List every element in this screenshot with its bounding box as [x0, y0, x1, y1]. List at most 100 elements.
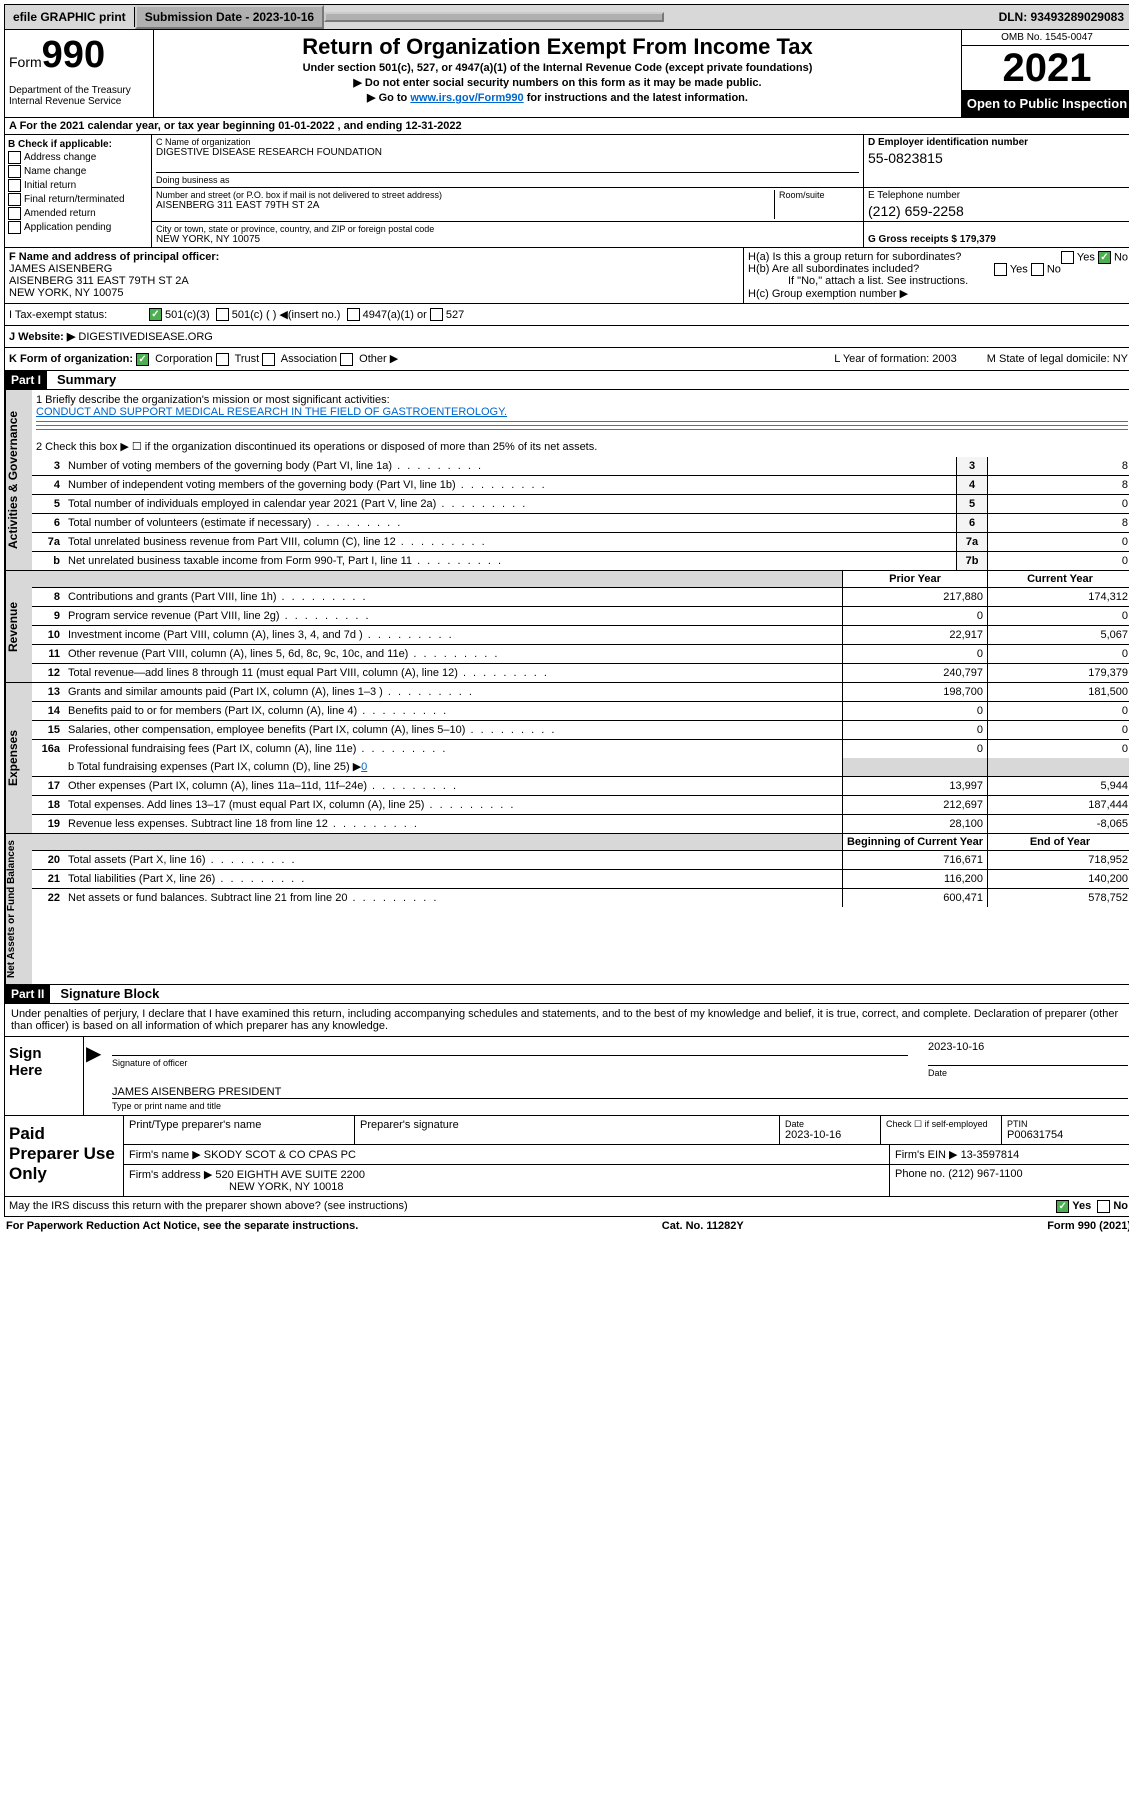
part1-header-row: Part I Summary [4, 371, 1129, 390]
revenue-line-9: 9 Program service revenue (Part VIII, li… [32, 607, 1129, 626]
column-cd: C Name of organization DIGESTIVE DISEASE… [152, 135, 1129, 247]
revenue-line-11: 11 Other revenue (Part VIII, column (A),… [32, 645, 1129, 664]
revenue-line-10: 10 Investment income (Part VIII, column … [32, 626, 1129, 645]
dba-label: Doing business as [156, 175, 859, 185]
revenue-section: Revenue Prior Year Current Year 8 Contri… [4, 571, 1129, 683]
subtitle-1: Under section 501(c), 527, or 4947(a)(1)… [160, 62, 955, 74]
expenses-body: 13 Grants and similar amounts paid (Part… [32, 683, 1129, 833]
ein-label: D Employer identification number [868, 137, 1128, 148]
officer-name-title: JAMES AISENBERG PRESIDENT [112, 1086, 281, 1098]
discuss-no-chk[interactable] [1097, 1200, 1110, 1213]
efile-label: efile GRAPHIC print [5, 7, 135, 27]
self-employed-cell: Check ☐ if self-employed [881, 1116, 1002, 1144]
form-footer: Form 990 (2021) [1047, 1220, 1129, 1232]
gross-receipts: G Gross receipts $ 179,379 [864, 222, 1129, 247]
governance-body: 1 Briefly describe the organization's mi… [32, 390, 1129, 570]
revenue-col-headers: Prior Year Current Year [32, 571, 1129, 588]
firm-addr1: 520 EIGHTH AVE SUITE 2200 [215, 1169, 365, 1181]
mission-text: CONDUCT AND SUPPORT MEDICAL RESEARCH IN … [36, 406, 1128, 418]
governance-line-3: 3 Number of voting members of the govern… [32, 457, 1129, 476]
address-box: Number and street (or P.O. box if mail i… [152, 188, 864, 221]
expenses-line-15: 15 Salaries, other compensation, employe… [32, 721, 1129, 740]
blank-button[interactable] [324, 12, 664, 22]
netassets-body: Beginning of Current Year End of Year 20… [32, 834, 1129, 984]
hb-row: H(b) Are all subordinates included? Yes … [748, 263, 1128, 275]
l16b-label: b Total fundraising expenses (Part IX, c… [68, 761, 361, 773]
sign-here-label: Sign Here [5, 1037, 84, 1115]
firm-name-row: Firm's name ▶ SKODY SCOT & CO CPAS PC Fi… [124, 1145, 1129, 1165]
governance-line-7a: 7a Total unrelated business revenue from… [32, 533, 1129, 552]
ha-row: H(a) Is this a group return for subordin… [748, 251, 1128, 263]
officer-addr1: AISENBERG 311 EAST 79TH ST 2A [9, 275, 739, 287]
expenses-line-19: 19 Revenue less expenses. Subtract line … [32, 815, 1129, 833]
part2-header-row: Part II Signature Block [4, 985, 1129, 1004]
signature-block: Under penalties of perjury, I declare th… [4, 1004, 1129, 1116]
tel-label: E Telephone number [868, 190, 1128, 201]
chk-other[interactable] [340, 353, 353, 366]
org-name: DIGESTIVE DISEASE RESEARCH FOUNDATION [156, 147, 859, 158]
part1-badge: Part I [5, 371, 47, 389]
chk-final-return[interactable]: Final return/terminated [8, 193, 148, 206]
governance-section: Activities & Governance 1 Briefly descri… [4, 390, 1129, 571]
paid-preparer-label: Paid Preparer Use Only [5, 1116, 124, 1196]
chk-trust[interactable] [216, 353, 229, 366]
form-header: Form990 Department of the Treasury Inter… [4, 30, 1129, 118]
chk-4947[interactable] [347, 308, 360, 321]
group-return-box: H(a) Is this a group return for subordin… [744, 248, 1129, 303]
chk-address-change[interactable]: Address change [8, 151, 148, 164]
discuss-yes-chk[interactable]: ✓ [1056, 1200, 1069, 1213]
officer-addr2: NEW YORK, NY 10075 [9, 287, 739, 299]
expenses-vlabel: Expenses [5, 683, 32, 833]
omb-number: OMB No. 1545-0047 [962, 30, 1129, 46]
telephone-box: E Telephone number (212) 659-2258 [864, 188, 1129, 221]
submission-date-button[interactable]: Submission Date - 2023-10-16 [135, 5, 324, 29]
form-label: Form [9, 54, 42, 70]
chk-501c[interactable] [216, 308, 229, 321]
hb-note: If "No," attach a list. See instructions… [748, 275, 1128, 287]
sub3-post: for instructions and the latest informat… [524, 92, 748, 104]
fgh-block: F Name and address of principal officer:… [4, 248, 1129, 304]
chk-527[interactable] [430, 308, 443, 321]
k-row: K Form of organization: ✓ Corporation Tr… [4, 348, 1129, 371]
l16b-prior-shade [842, 758, 987, 776]
beginning-year-header: Beginning of Current Year [842, 834, 987, 850]
expenses-section: Expenses 13 Grants and similar amounts p… [4, 683, 1129, 834]
addr-value: AISENBERG 311 EAST 79TH ST 2A [156, 200, 774, 211]
chk-amended-return[interactable]: Amended return [8, 207, 148, 220]
netassets-vlabel: Net Assets or Fund Balances [5, 834, 32, 984]
chk-501c3[interactable]: ✓ [149, 308, 162, 321]
firm-address-row: Firm's address ▶ 520 EIGHTH AVE SUITE 22… [124, 1165, 1129, 1196]
expenses-line-18: 18 Total expenses. Add lines 13–17 (must… [32, 796, 1129, 815]
header-right: OMB No. 1545-0047 2021 Open to Public In… [961, 30, 1129, 117]
form-identifier: Form990 [9, 34, 149, 77]
revenue-line-8: 8 Contributions and grants (Part VIII, l… [32, 588, 1129, 607]
end-year-header: End of Year [987, 834, 1129, 850]
line-16b: b Total fundraising expenses (Part IX, c… [32, 758, 1129, 777]
signature-declaration: Under penalties of perjury, I declare th… [5, 1004, 1129, 1037]
phone-label: Phone no. [895, 1168, 945, 1180]
website-row: J Website: ▶ DIGESTIVEDISEASE.ORG [4, 326, 1129, 348]
revenue-vlabel: Revenue [5, 571, 32, 682]
chk-corporation[interactable]: ✓ [136, 353, 149, 366]
cat-number: Cat. No. 11282Y [662, 1220, 744, 1232]
city-label: City or town, state or province, country… [156, 224, 859, 234]
part2-badge: Part II [5, 985, 50, 1003]
chk-initial-return[interactable]: Initial return [8, 179, 148, 192]
irs-link[interactable]: www.irs.gov/Form990 [410, 92, 523, 104]
state-domicile: M State of legal domicile: NY [987, 353, 1128, 365]
chk-application-pending[interactable]: Application pending [8, 221, 148, 234]
prep-date-value: 2023-10-16 [785, 1129, 875, 1141]
f-label: F Name and address of principal officer: [9, 251, 739, 263]
governance-line-4: 4 Number of independent voting members o… [32, 476, 1129, 495]
chk-association[interactable] [262, 353, 275, 366]
governance-line-5: 5 Total number of individuals employed i… [32, 495, 1129, 514]
l16b-link[interactable]: 0 [361, 761, 367, 773]
sig-date-label: Date [928, 1068, 1128, 1078]
part1-title: Summary [47, 372, 116, 387]
chk-name-change[interactable]: Name change [8, 165, 148, 178]
firm-addr-label: Firm's address ▶ [129, 1169, 212, 1181]
l16b-current-shade [987, 758, 1129, 776]
netassets-line-22: 22 Net assets or fund balances. Subtract… [32, 889, 1129, 907]
line2-text: 2 Check this box ▶ ☐ if the organization… [36, 440, 1128, 453]
netassets-section: Net Assets or Fund Balances Beginning of… [4, 834, 1129, 985]
